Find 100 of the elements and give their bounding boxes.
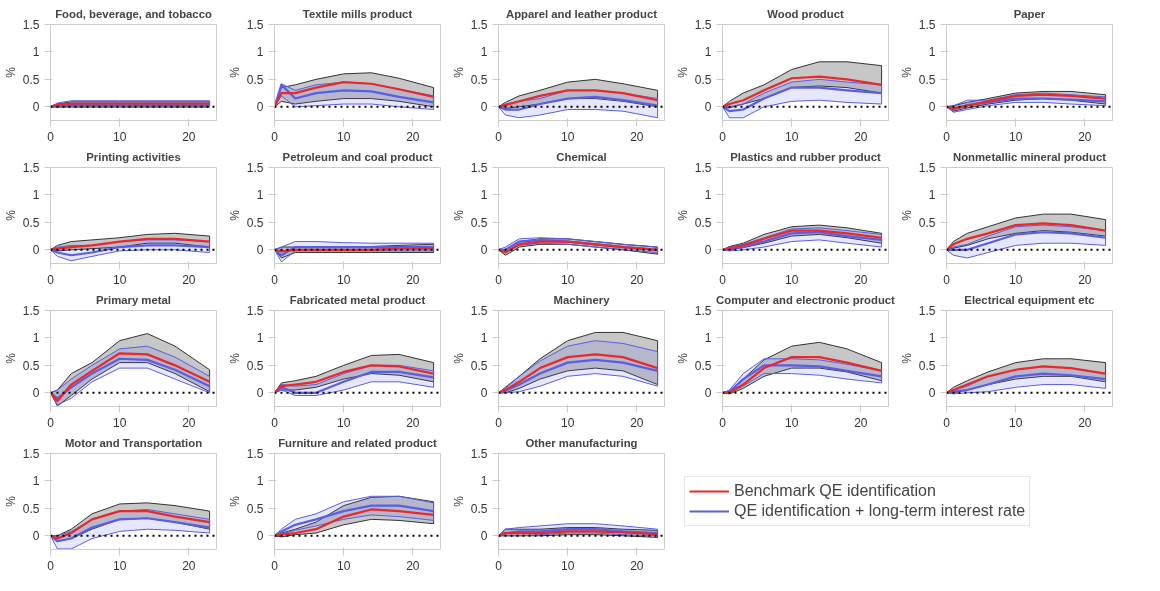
- y-tick-label: 1.5: [694, 18, 712, 32]
- x-tick-label: 0: [271, 558, 279, 573]
- y-tick-label: 0.5: [246, 72, 264, 87]
- y-axis-title: %: [451, 209, 466, 221]
- x-tick-label: 10: [112, 415, 127, 430]
- x-tick-label: 0: [943, 129, 951, 144]
- x-tick-label: 20: [1078, 129, 1092, 144]
- chart-title: Furniture and related product: [278, 436, 438, 449]
- x-tick-label: 20: [182, 272, 196, 287]
- y-axis-title: %: [3, 209, 18, 221]
- chart-title: Plastics and rubber product: [730, 150, 881, 163]
- y-axis-title: %: [451, 66, 466, 78]
- chart-title: Other manufacturing: [525, 436, 638, 449]
- chart-title: Textile mills product: [302, 7, 413, 20]
- x-tick-label: 10: [560, 415, 575, 430]
- y-tick-label: 0.5: [22, 215, 40, 230]
- chart-title: Primary metal: [96, 293, 171, 306]
- x-tick-label: 0: [47, 272, 55, 287]
- y-tick-label: 1.5: [918, 304, 936, 318]
- y-tick-label: 1: [704, 45, 712, 60]
- x-tick-label: 0: [719, 129, 727, 144]
- y-tick-label: 1.5: [246, 304, 264, 318]
- y-tick-label: 1.5: [470, 18, 488, 32]
- x-tick-label: 20: [854, 129, 868, 144]
- x-tick-label: 0: [943, 272, 951, 287]
- y-tick-label: 0: [480, 386, 488, 401]
- y-axis-title: %: [899, 66, 914, 78]
- x-tick-label: 0: [271, 415, 279, 430]
- y-tick-label: 0.5: [694, 358, 712, 373]
- y-axis-title: %: [3, 495, 18, 507]
- y-tick-label: 0.5: [22, 358, 40, 373]
- x-tick-label: 20: [630, 415, 644, 430]
- x-tick-label: 10: [784, 272, 799, 287]
- y-tick-label: 0.5: [246, 358, 264, 373]
- y-tick-label: 0: [704, 386, 712, 401]
- x-tick-label: 10: [784, 129, 799, 144]
- chart-title: Chemical: [556, 150, 607, 163]
- y-tick-label: 1.5: [246, 447, 264, 461]
- y-tick-label: 0: [704, 243, 712, 258]
- y-tick-label: 0: [32, 100, 40, 115]
- y-axis-title: %: [675, 66, 690, 78]
- x-tick-label: 0: [719, 272, 727, 287]
- y-tick-label: 0.5: [918, 215, 936, 230]
- y-tick-label: 1.5: [22, 161, 40, 175]
- x-tick-label: 20: [630, 129, 644, 144]
- x-tick-label: 20: [406, 129, 420, 144]
- x-tick-label: 20: [1078, 272, 1092, 287]
- y-axis-title: %: [227, 209, 242, 221]
- legend-label: Benchmark QE identification: [734, 482, 936, 500]
- chart-title: Computer and electronic product: [716, 293, 896, 306]
- chart-title: Electrical equipment etc: [964, 293, 1095, 306]
- x-tick-label: 10: [336, 415, 351, 430]
- y-tick-label: 1: [32, 45, 40, 60]
- y-axis-title: %: [899, 352, 914, 364]
- x-tick-label: 0: [47, 415, 55, 430]
- y-tick-label: 0.5: [22, 501, 40, 516]
- y-tick-label: 1.5: [22, 447, 40, 461]
- x-tick-label: 0: [495, 415, 503, 430]
- chart-title: Paper: [1013, 7, 1046, 20]
- x-tick-label: 20: [630, 272, 644, 287]
- y-tick-label: 0.5: [694, 215, 712, 230]
- y-axis-title: %: [451, 352, 466, 364]
- x-tick-label: 0: [271, 272, 279, 287]
- y-tick-label: 0: [480, 243, 488, 258]
- y-tick-label: 0.5: [470, 358, 488, 373]
- y-tick-label: 1.5: [694, 304, 712, 318]
- y-tick-label: 1.5: [918, 18, 936, 32]
- y-tick-label: 1: [704, 331, 712, 346]
- x-tick-label: 0: [943, 415, 951, 430]
- y-tick-label: 0: [256, 243, 264, 258]
- y-tick-label: 1: [480, 474, 488, 489]
- chart-title: Wood product: [767, 7, 844, 20]
- y-tick-label: 1: [480, 45, 488, 60]
- y-tick-label: 1: [32, 331, 40, 346]
- y-tick-label: 0.5: [246, 501, 264, 516]
- y-tick-label: 1.5: [470, 161, 488, 175]
- y-axis-title: %: [3, 66, 18, 78]
- y-axis-title: %: [227, 352, 242, 364]
- chart-title: Motor and Transportation: [64, 436, 203, 449]
- x-tick-label: 0: [47, 558, 55, 573]
- y-axis-title: %: [227, 495, 242, 507]
- y-tick-label: 0.5: [918, 358, 936, 373]
- y-tick-label: 0: [32, 243, 40, 258]
- x-tick-label: 10: [336, 558, 351, 573]
- y-axis-title: %: [675, 352, 690, 364]
- x-tick-label: 20: [182, 129, 196, 144]
- y-tick-label: 1.5: [246, 18, 264, 32]
- y-tick-label: 1.5: [918, 161, 936, 175]
- x-tick-label: 20: [182, 558, 196, 573]
- x-tick-label: 20: [406, 558, 420, 573]
- y-tick-label: 0.5: [694, 72, 712, 87]
- y-tick-label: 1.5: [22, 18, 40, 32]
- y-axis-title: %: [3, 352, 18, 364]
- y-tick-label: 1: [704, 188, 712, 203]
- y-tick-label: 1: [32, 474, 40, 489]
- y-tick-label: 0: [32, 529, 40, 544]
- y-tick-label: 1: [480, 188, 488, 203]
- y-tick-label: 1: [480, 331, 488, 346]
- y-tick-label: 1.5: [470, 304, 488, 318]
- y-tick-label: 1.5: [22, 304, 40, 318]
